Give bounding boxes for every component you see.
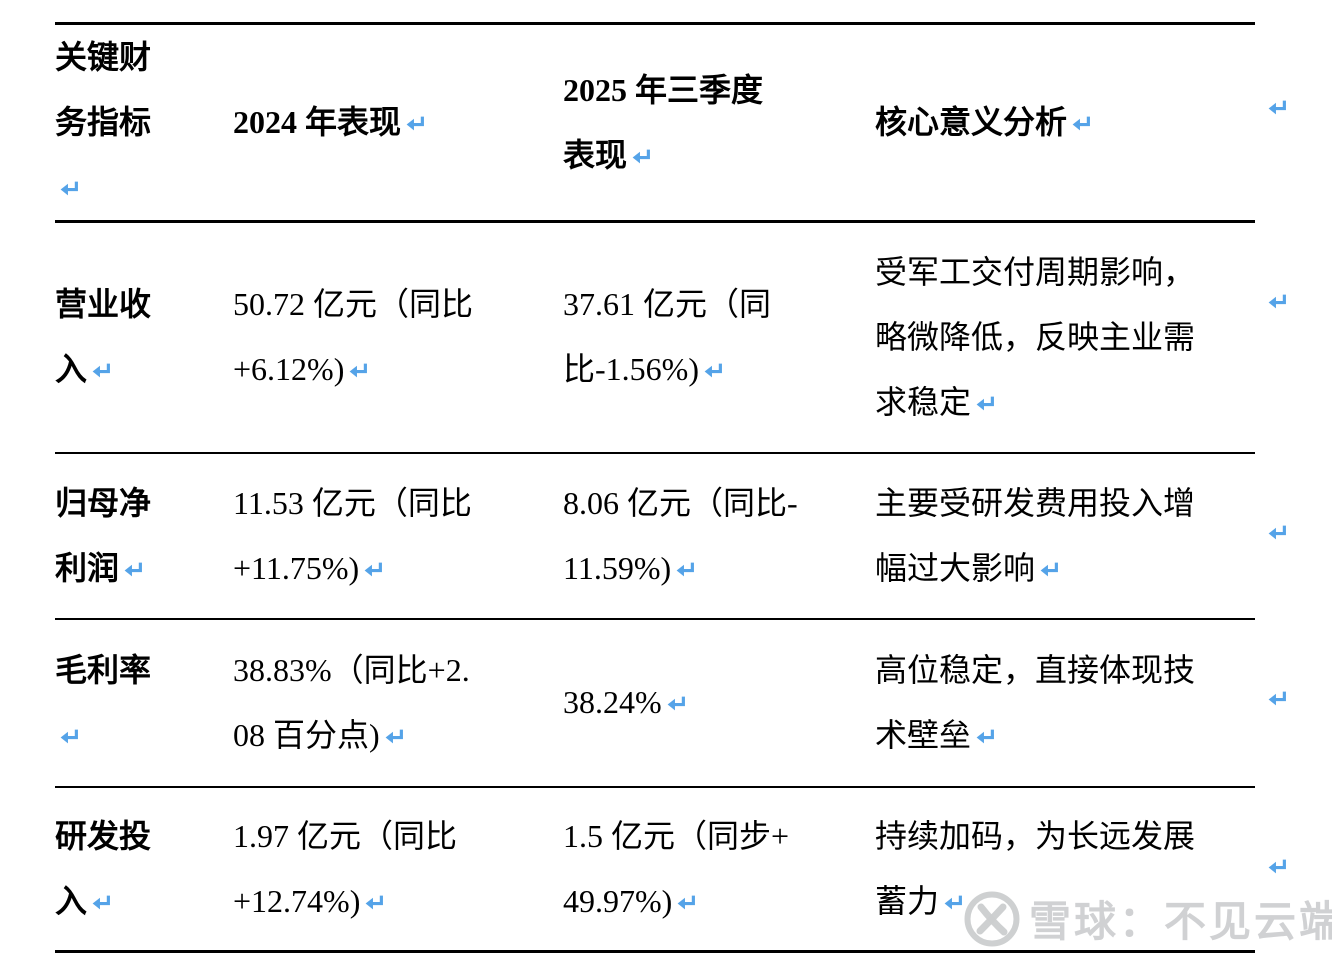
indicator-text: 毛利率 xyxy=(55,651,152,688)
row-end-paragraph-mark-icon xyxy=(1266,291,1287,312)
cell-2024-value: 38.83%（同比+2.08 百分点) xyxy=(233,618,563,788)
value-text: 38.24% xyxy=(563,684,662,720)
value-text: 8.06 亿元（同比-11.59%) xyxy=(563,484,798,586)
cell-analysis: 高位稳定，直接体现技术壁垒 xyxy=(875,618,1255,788)
table-header-row: 关键财务指标 2024 年表现 2025 年三季度表现 核心意义分析 xyxy=(55,22,1332,223)
paragraph-mark-icon xyxy=(90,892,111,913)
paragraph-mark-icon xyxy=(404,113,425,134)
row-end-mark xyxy=(1255,24,1332,222)
value-text: 50.72 亿元（同比+6.12%) xyxy=(233,286,474,388)
paragraph-mark-icon xyxy=(362,559,383,580)
value-text: 38.83%（同比+2.08 百分点) xyxy=(233,651,470,753)
row-end-paragraph-mark-icon xyxy=(1266,856,1287,877)
row-end-mark xyxy=(1255,787,1332,952)
cell-analysis: 受军工交付周期影响，略微降低，反映主业需求稳定 xyxy=(875,221,1255,454)
paragraph-mark-icon xyxy=(974,393,995,414)
cell-2024-value: 11.53 亿元（同比+11.75%) xyxy=(233,452,563,620)
paragraph-mark-icon xyxy=(702,360,723,381)
value-text: 1.97 亿元（同比+12.74%) xyxy=(233,817,458,919)
paragraph-mark-icon xyxy=(665,693,686,714)
cell-2025q3-value: 38.24% xyxy=(563,618,875,788)
paragraph-mark-icon xyxy=(1070,113,1091,134)
value-text: 37.61 亿元（同比-1.56%) xyxy=(563,286,772,388)
cell-indicator: 营业收入 xyxy=(55,221,233,454)
indicator-text: 研发投入 xyxy=(55,817,152,919)
indicator-text: 归母净利润 xyxy=(55,484,152,586)
value-text: 1.5 亿元（同步+49.97%) xyxy=(563,817,790,919)
header-indicator: 关键财务指标 xyxy=(55,22,233,223)
header-analysis: 核心意义分析 xyxy=(875,22,1255,223)
paragraph-mark-icon xyxy=(383,726,404,747)
row-end-mark xyxy=(1255,453,1332,619)
paragraph-mark-icon xyxy=(630,146,651,167)
paragraph-mark-icon xyxy=(58,178,79,199)
header-analysis-label: 核心意义分析 xyxy=(875,104,1068,140)
cell-indicator: 研发投入 xyxy=(55,786,233,953)
header-2024-label: 2024 年表现 xyxy=(233,104,402,140)
table-row: 研发投入 1.97 亿元（同比+12.74%) 1.5 亿元（同步+49.97%… xyxy=(55,786,1332,953)
analysis-text: 主要受研发费用投入增幅过大影响 xyxy=(875,484,1196,586)
header-2024: 2024 年表现 xyxy=(233,22,563,223)
header-indicator-label: 关键财务指标 xyxy=(55,39,152,140)
cell-indicator: 归母净利润 xyxy=(55,452,233,620)
paragraph-mark-icon xyxy=(974,726,995,747)
header-2025q3-label: 2025 年三季度表现 xyxy=(563,71,764,173)
cell-analysis: 主要受研发费用投入增幅过大影响 xyxy=(875,452,1255,620)
row-end-paragraph-mark-icon xyxy=(1266,97,1287,118)
paragraph-mark-icon xyxy=(122,559,143,580)
table-row: 毛利率 38.83%（同比+2.08 百分点) 38.24% 高位稳定，直接体现… xyxy=(55,618,1332,788)
cell-2024-value: 1.97 亿元（同比+12.74%) xyxy=(233,786,563,953)
cell-indicator: 毛利率 xyxy=(55,618,233,788)
cell-2025q3-value: 1.5 亿元（同步+49.97%) xyxy=(563,786,875,953)
analysis-text: 高位稳定，直接体现技术壁垒 xyxy=(875,651,1196,753)
analysis-text: 持续加码，为长远发展蓄力 xyxy=(875,817,1196,919)
paragraph-mark-icon xyxy=(58,726,79,747)
cell-2025q3-value: 8.06 亿元（同比-11.59%) xyxy=(563,452,875,620)
paragraph-mark-icon xyxy=(363,892,384,913)
paragraph-mark-icon xyxy=(90,360,111,381)
paragraph-mark-icon xyxy=(1038,559,1059,580)
paragraph-mark-icon xyxy=(675,892,696,913)
paragraph-mark-icon xyxy=(674,559,695,580)
table-row: 营业收入 50.72 亿元（同比+6.12%) 37.61 亿元（同比-1.56… xyxy=(55,221,1332,454)
analysis-text: 受军工交付周期影响，略微降低，反映主业需求稳定 xyxy=(875,253,1196,420)
row-end-mark xyxy=(1255,222,1332,453)
table-row: 归母净利润 11.53 亿元（同比+11.75%) 8.06 亿元（同比-11.… xyxy=(55,452,1332,620)
cell-2025q3-value: 37.61 亿元（同比-1.56%) xyxy=(563,221,875,454)
cell-2024-value: 50.72 亿元（同比+6.12%) xyxy=(233,221,563,454)
row-end-paragraph-mark-icon xyxy=(1266,522,1287,543)
value-text: 11.53 亿元（同比+11.75%) xyxy=(233,484,472,586)
row-end-paragraph-mark-icon xyxy=(1266,688,1287,709)
paragraph-mark-icon xyxy=(942,892,963,913)
header-2025q3: 2025 年三季度表现 xyxy=(563,22,875,223)
row-end-mark xyxy=(1255,619,1332,787)
cell-analysis: 持续加码，为长远发展蓄力 xyxy=(875,786,1255,953)
indicator-text: 营业收入 xyxy=(55,286,152,388)
financial-indicators-table: 关键财务指标 2024 年表现 2025 年三季度表现 核心意义分析 营业收入 … xyxy=(55,22,1332,953)
paragraph-mark-icon xyxy=(347,360,368,381)
